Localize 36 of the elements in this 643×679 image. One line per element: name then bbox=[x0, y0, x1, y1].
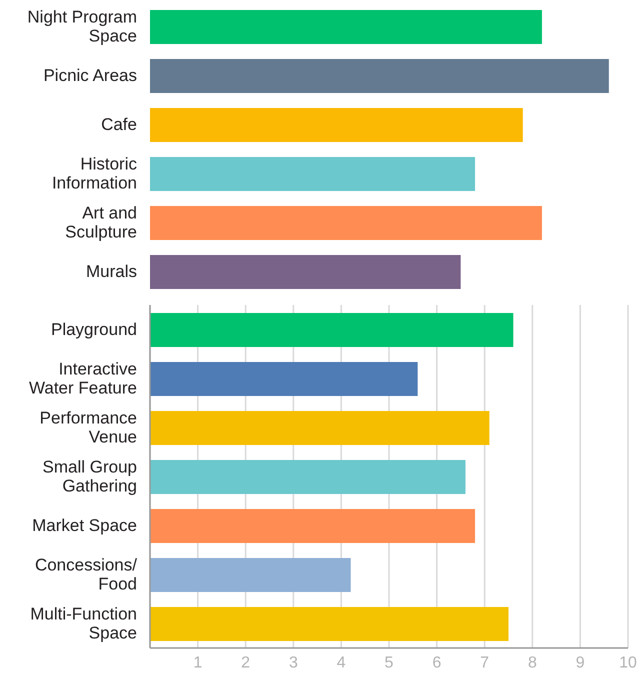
y-tick-label: Historic Information bbox=[52, 154, 138, 192]
x-tick-label: 1 bbox=[193, 654, 202, 672]
bar bbox=[150, 313, 514, 347]
bar bbox=[150, 255, 461, 289]
y-tick-label: Art and Sculpture bbox=[65, 204, 137, 242]
y-tick-label: Market Space bbox=[32, 516, 137, 535]
y-tick-label: Multi-Function Space bbox=[30, 604, 137, 642]
x-tick-label: 9 bbox=[576, 654, 585, 672]
x-tick-label: 3 bbox=[288, 654, 298, 672]
bar bbox=[150, 460, 466, 494]
bar bbox=[150, 607, 508, 641]
x-tick-label: 2 bbox=[241, 654, 250, 672]
bar bbox=[150, 558, 351, 592]
x-tick-label: 10 bbox=[619, 654, 637, 672]
bar bbox=[150, 108, 523, 142]
y-tick-label: Cafe bbox=[101, 115, 137, 134]
y-tick-label: Small Group Gathering bbox=[42, 458, 137, 496]
x-tick-label: 8 bbox=[528, 654, 537, 672]
bar bbox=[150, 59, 609, 93]
bar bbox=[150, 509, 476, 543]
y-tick-label: Picnic Areas bbox=[43, 66, 137, 85]
y-tick-label: Playground bbox=[50, 320, 137, 339]
bar bbox=[150, 157, 476, 191]
y-tick-label: Concessions/Food bbox=[34, 556, 138, 594]
y-tick-label: Interactive Water Feature bbox=[28, 360, 137, 398]
bar bbox=[150, 411, 490, 445]
bar bbox=[150, 206, 542, 240]
y-tick-label: Night Program Space bbox=[27, 8, 137, 46]
bar bbox=[150, 362, 418, 396]
x-tick-label: 5 bbox=[384, 654, 394, 672]
y-tick-label: Murals bbox=[86, 262, 137, 281]
x-tick-label: 7 bbox=[480, 654, 490, 672]
y-tick-label: Performance Venue bbox=[40, 408, 137, 446]
bar bbox=[150, 10, 542, 44]
x-tick-label: 4 bbox=[336, 654, 346, 672]
x-tick-label: 6 bbox=[432, 654, 442, 672]
